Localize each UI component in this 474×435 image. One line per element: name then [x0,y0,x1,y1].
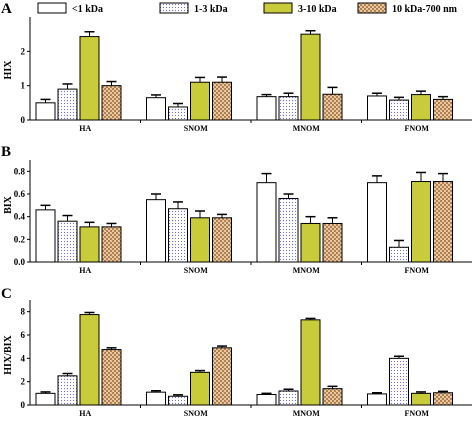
panel-a-y-tick-label: 1 [21,81,26,91]
panel-a-bar-snom-lt1kda [146,97,166,121]
panel-a-bar-ha-10kda-700nm [101,85,122,121]
panel-c-y-tick-label: 8 [21,307,26,317]
panel-c-bar-mnom-10kda-700nm [322,388,343,406]
legend-label-3-10kda: 3-10 kDa [298,4,337,15]
legend: <1 kDa 1-3 kDa 3-10 kDa 10 kDa-700 nm [37,2,458,15]
panel-c-category-label: MNOM [293,409,321,418]
panel-a-bar-mnom-10kda-700nm [322,93,343,121]
panel-b-bar-mnom-1-3kda [278,198,299,263]
panel-c-bar-fnom-1-3kda [389,357,409,406]
panel-c-bar-snom-1-3kda [168,395,188,406]
panel-b-y-tick-label: 0.8 [14,166,26,176]
panel-c-bar-snom-10kda-700nm [212,347,232,406]
panel-b-bar-snom-lt1kda [146,199,166,263]
panel-a-bar-mnom-3-10kda [300,33,321,121]
panel-c-hix-bix: HIX/BIX 0 2 4 6 8 HA SNOM MNOM FNOM [3,300,472,418]
panel-b-bar-snom-10kda-700nm [212,217,232,263]
panel-b-bar-ha-lt1kda [35,209,56,263]
panel-b-bar-ha-10kda-700nm [101,226,122,263]
panel-a-category-label: SNOM [184,124,208,133]
panel-a-bar-snom-10kda-700nm [212,81,232,121]
panel-b-y-tick-label: 0.6 [14,189,26,199]
panel-c-y-tick-label: 6 [21,330,26,340]
panel-letter-a: A [1,1,12,17]
panel-b-y-axis-label: BIX [3,195,14,214]
panel-b-bar-fnom-1-3kda [389,246,409,263]
panel-a-category-label: MNOM [293,124,321,133]
legend-swatch-lt1kda [37,2,67,14]
panel-c-bar-snom-3-10kda [190,371,210,406]
panel-letter-c: C [1,286,12,302]
panel-b-bar-fnom-lt1kda [367,182,387,263]
panel-c-bar-fnom-lt1kda [367,393,387,406]
panel-c-bar-ha-1-3kda [57,375,78,406]
panel-a-y-tick-label: 2 [21,46,26,56]
panel-letter-b: B [1,144,11,160]
panel-c-bar-mnom-3-10kda [300,319,321,406]
panel-c-y-axis-label: HIX/BIX [3,334,14,374]
panel-c-y-tick-label: 4 [21,353,26,363]
panel-b-y-tick-label: 0.2 [14,234,26,244]
panel-a-bar-ha-lt1kda [35,102,56,121]
panel-c-bar-ha-3-10kda [79,314,100,406]
panel-b-bar-snom-3-10kda [190,217,210,263]
panel-a-bar-fnom-3-10kda [411,94,431,121]
legend-swatch-10kda-700nm [357,2,387,14]
panel-b-category-label: HA [79,266,91,275]
panel-a-bar-snom-1-3kda [168,106,188,121]
legend-swatch-1-3kda [159,2,189,14]
panel-c-bar-fnom-3-10kda [411,392,431,406]
panel-b-category-label: FNOM [405,266,430,275]
panel-b-bar-snom-1-3kda [168,208,188,263]
panel-b-y-tick-label: 0.0 [14,257,26,267]
panel-c-bar-snom-lt1kda [146,391,166,406]
panel-b-bar-ha-3-10kda [79,226,100,263]
panel-a-category-label: HA [79,124,91,133]
legend-label-10kda-700nm: 10 kDa-700 nm [392,4,458,15]
panel-b-bar-mnom-lt1kda [256,182,277,263]
panel-c-bar-ha-10kda-700nm [101,349,122,406]
panel-c-bar-mnom-1-3kda [278,390,299,406]
panel-c-category-label: SNOM [184,409,208,418]
panel-b-category-label: MNOM [293,266,321,275]
panel-a-bar-fnom-lt1kda [367,95,387,121]
panel-b-bar-mnom-10kda-700nm [322,222,343,263]
panel-b-bar-fnom-10kda-700nm [433,181,453,263]
panel-a-bar-fnom-1-3kda [389,99,409,121]
panel-a-y-axis-label: HIX [3,60,14,80]
panel-a-bar-mnom-lt1kda [256,96,277,121]
legend-swatch-3-10kda [263,2,293,14]
panel-a-bar-ha-3-10kda [79,36,100,121]
panel-c-bar-fnom-10kda-700nm [433,392,453,406]
panel-a-bar-mnom-1-3kda [278,96,299,121]
panel-b-bar-ha-1-3kda [57,220,78,263]
panel-a-category-label: FNOM [405,124,430,133]
panel-c-y-tick-label: 2 [21,377,26,387]
panel-c-y-tick-label: 0 [21,400,26,410]
panel-c-bar-ha-lt1kda [35,392,56,406]
panel-c-bar-mnom-lt1kda [256,394,277,406]
panel-b-bix: BIX 0.0 0.2 0.4 0.6 0.8 HA SNOM MNOM FNOM [3,160,472,275]
panel-c-category-label: FNOM [405,409,430,418]
panel-a-bar-ha-1-3kda [57,88,78,121]
panel-b-category-label: SNOM [184,266,208,275]
panel-a-bar-snom-3-10kda [190,81,210,121]
panel-a-y-tick-label: 0 [21,115,26,125]
panel-b-y-tick-label: 0.4 [14,212,26,222]
legend-label-1-3kda: 1-3 kDa [194,4,228,15]
panel-b-bar-fnom-3-10kda [411,181,431,263]
panel-a-bar-fnom-10kda-700nm [433,98,453,121]
panel-a-hix: HIX 0 1 2 HA SNOM MNOM FNOM [3,17,472,133]
panel-b-bar-mnom-3-10kda [300,222,321,263]
panel-c-category-label: HA [79,409,91,418]
legend-label-lt1kda: <1 kDa [72,4,103,15]
